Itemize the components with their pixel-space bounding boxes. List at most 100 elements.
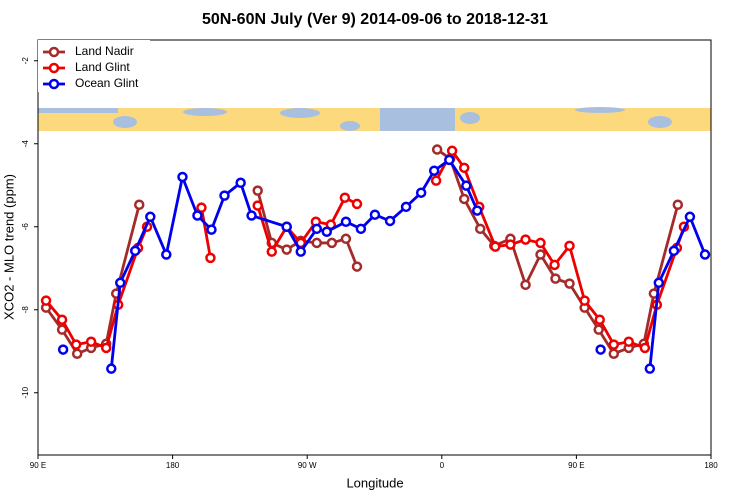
data-point bbox=[115, 277, 126, 289]
data-point bbox=[384, 215, 396, 227]
ocean-patch bbox=[460, 112, 480, 124]
data-point bbox=[205, 252, 216, 264]
data-point bbox=[623, 336, 634, 347]
data-point bbox=[56, 314, 68, 325]
data-point bbox=[672, 199, 684, 211]
y-tick-label: -8 bbox=[21, 306, 30, 314]
data-point bbox=[281, 221, 292, 232]
data-point bbox=[129, 245, 141, 257]
data-point bbox=[40, 295, 52, 306]
series-line bbox=[45, 149, 686, 350]
data-point bbox=[326, 237, 338, 249]
data-point bbox=[252, 200, 263, 211]
data-point bbox=[639, 342, 651, 354]
legend: Land Nadir Land Glint Ocean Glint bbox=[38, 40, 150, 92]
data-point bbox=[196, 202, 207, 213]
data-point bbox=[281, 244, 292, 255]
ocean-patch bbox=[183, 108, 227, 116]
data-point bbox=[535, 237, 546, 249]
data-point bbox=[608, 339, 620, 350]
data-point bbox=[550, 273, 561, 284]
data-point bbox=[446, 145, 458, 157]
legend-label: Ocean Glint bbox=[75, 76, 139, 90]
chart-title: 50N-60N July (Ver 9) 2014-09-06 to 2018-… bbox=[202, 11, 548, 28]
data-point bbox=[520, 279, 531, 291]
data-point bbox=[246, 210, 257, 221]
legend-label: Land Nadir bbox=[75, 44, 134, 58]
data-point bbox=[85, 336, 97, 347]
data-point bbox=[428, 165, 440, 176]
data-point bbox=[206, 224, 217, 235]
data-point bbox=[490, 241, 501, 252]
data-point bbox=[431, 144, 443, 155]
series-line bbox=[109, 158, 707, 369]
data-point bbox=[235, 177, 246, 189]
legend-marker bbox=[48, 78, 60, 90]
data-point bbox=[520, 234, 531, 245]
y-tick-label: -6 bbox=[21, 223, 30, 231]
data-point bbox=[192, 210, 203, 221]
ocean-patch bbox=[648, 116, 672, 128]
plot-frame bbox=[37, 39, 712, 456]
data-point bbox=[252, 185, 263, 196]
data-point bbox=[340, 233, 352, 245]
data-point bbox=[400, 201, 412, 213]
x-tick-label: 180 bbox=[704, 461, 718, 470]
x-tick-label: 180 bbox=[166, 461, 180, 470]
data-point bbox=[458, 162, 470, 174]
data-point bbox=[474, 223, 486, 235]
data-point bbox=[161, 249, 172, 260]
data-point bbox=[653, 277, 665, 289]
ocean-patch bbox=[280, 108, 320, 118]
data-point bbox=[355, 223, 367, 235]
data-point bbox=[57, 344, 69, 355]
data-point bbox=[461, 180, 472, 191]
data-point bbox=[593, 324, 604, 335]
data-point bbox=[266, 246, 278, 257]
data-point bbox=[321, 226, 333, 237]
y-tick-label: -10 bbox=[21, 386, 30, 398]
legend-marker bbox=[48, 46, 60, 58]
legend-label: Land Glint bbox=[75, 60, 130, 74]
data-point bbox=[351, 261, 363, 272]
data-point bbox=[70, 339, 82, 350]
data-point bbox=[351, 198, 363, 210]
data-point bbox=[684, 211, 696, 223]
ocean-patch bbox=[340, 121, 360, 131]
x-tick-label: 90 E bbox=[568, 461, 584, 470]
data-point bbox=[106, 363, 117, 374]
ocean-patch bbox=[380, 108, 455, 131]
ocean-patch bbox=[38, 108, 118, 113]
data-point bbox=[549, 259, 560, 271]
legend-marker bbox=[48, 62, 60, 74]
data-point bbox=[311, 237, 323, 249]
data-point bbox=[595, 344, 606, 355]
data-point bbox=[56, 324, 68, 335]
data-point bbox=[311, 223, 323, 235]
y-axis-title: XCO2 - MLO trend (ppm) bbox=[1, 174, 16, 320]
x-axis-title: Longitude bbox=[346, 475, 403, 490]
data-point bbox=[644, 363, 656, 374]
y-tick-label: -2 bbox=[21, 57, 30, 65]
data-point bbox=[699, 249, 711, 260]
data-point bbox=[369, 209, 381, 220]
data-point bbox=[564, 278, 575, 289]
data-point bbox=[471, 205, 483, 216]
data-point bbox=[505, 239, 516, 250]
data-point bbox=[100, 342, 112, 354]
y-tick-label: -4 bbox=[21, 140, 30, 148]
data-point bbox=[668, 245, 680, 257]
data-point bbox=[145, 211, 156, 223]
data-point bbox=[339, 192, 351, 203]
data-point bbox=[594, 314, 605, 325]
data-point bbox=[444, 154, 455, 166]
x-tick-label: 0 bbox=[440, 461, 445, 470]
data-point bbox=[535, 249, 546, 260]
data-point bbox=[458, 193, 470, 205]
data-point bbox=[71, 348, 83, 359]
data-point bbox=[608, 348, 620, 359]
data-point bbox=[340, 216, 352, 228]
data-point bbox=[430, 175, 442, 186]
data-point bbox=[579, 295, 590, 306]
